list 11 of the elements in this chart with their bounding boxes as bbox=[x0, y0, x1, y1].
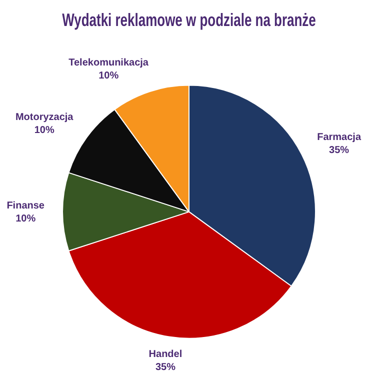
data-label: 10% bbox=[34, 125, 54, 136]
slice-label: Farmacja bbox=[317, 132, 362, 144]
slice-label: Motoryzacja bbox=[15, 112, 74, 124]
slice-label: Finanse bbox=[6, 200, 45, 212]
data-label: 10% bbox=[98, 70, 119, 82]
chart-title: Wydatki reklamowe w podziale na branże bbox=[62, 10, 316, 30]
data-label: 35% bbox=[155, 362, 176, 374]
slice-label: Handel bbox=[148, 349, 182, 360]
data-label: 35% bbox=[329, 145, 350, 156]
slice-label: Telekomunikacja bbox=[68, 57, 149, 68]
data-label: 10% bbox=[16, 214, 36, 225]
